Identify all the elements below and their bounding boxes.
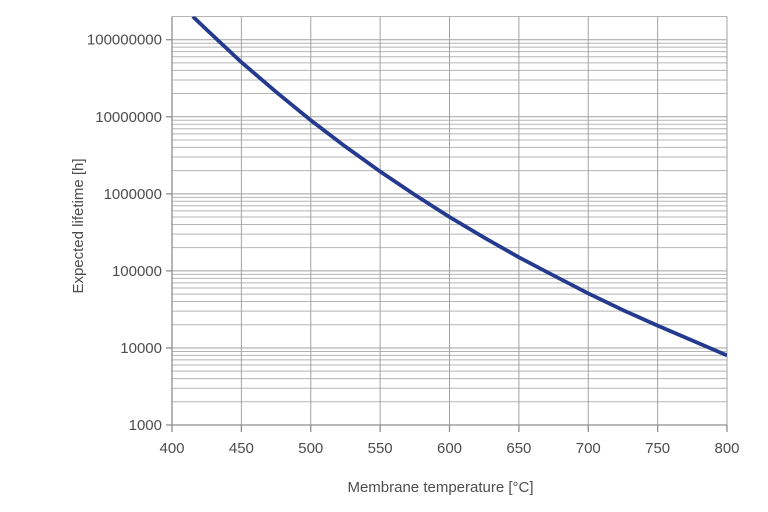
x-tick-label: 700 <box>576 440 601 457</box>
x-tick-label: 800 <box>714 440 739 457</box>
y-tick-label: 10000000 <box>95 109 162 126</box>
x-tick-label: 500 <box>298 440 323 457</box>
x-tick-label: 750 <box>645 440 670 457</box>
y-tick-label: 10000 <box>120 340 162 357</box>
y-axis-title: Expected lifetime [h] <box>70 158 87 294</box>
lifetime-curve <box>191 16 727 358</box>
y-tick-label: 100000000 <box>87 32 162 49</box>
y-tick-label: 100000 <box>112 263 162 280</box>
x-axis-title: Membrane temperature [°C] <box>347 479 534 496</box>
x-tick-label: 600 <box>437 440 462 457</box>
x-tick-label: 450 <box>229 440 254 457</box>
y-tick-label: 1000 <box>129 417 162 434</box>
x-tick-label: 400 <box>159 440 184 457</box>
x-tick-label: 550 <box>368 440 393 457</box>
x-tick-label: 650 <box>506 440 531 457</box>
y-tick-label: 1000000 <box>104 186 162 203</box>
